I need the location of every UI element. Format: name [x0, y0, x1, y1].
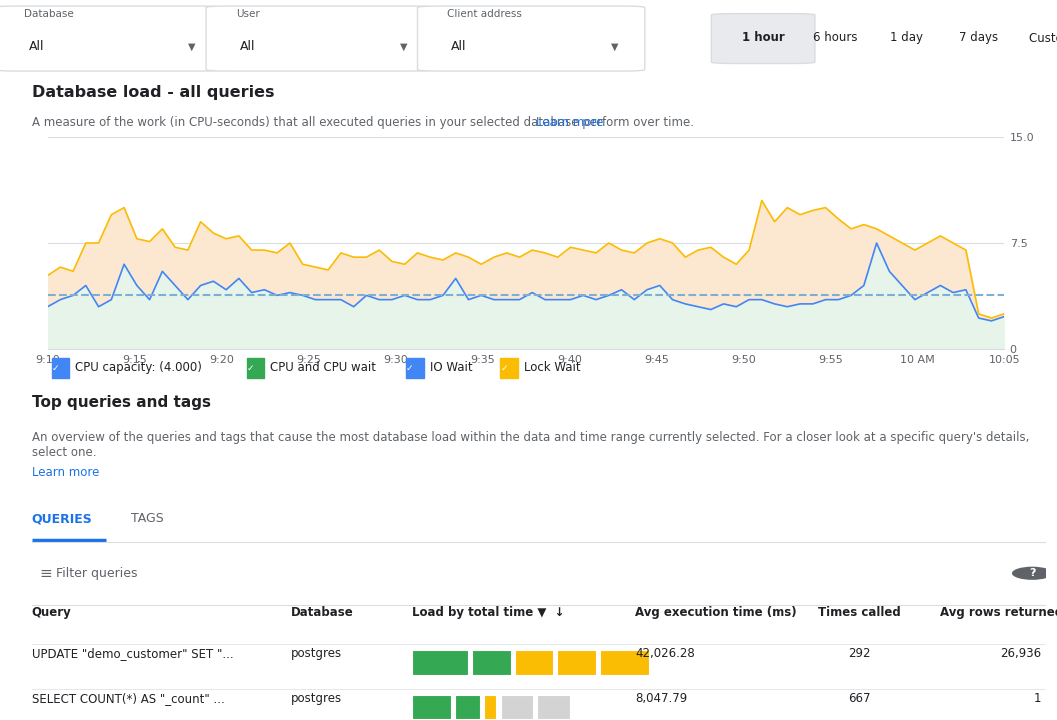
Text: ✓: ✓ — [501, 364, 508, 372]
Text: 7 days: 7 days — [959, 31, 999, 45]
Text: Query: Query — [32, 606, 72, 619]
Text: 8,047.79: 8,047.79 — [635, 692, 688, 705]
FancyBboxPatch shape — [418, 6, 645, 71]
Text: CPU and CPU wait: CPU and CPU wait — [271, 361, 376, 374]
Bar — [472, 650, 511, 675]
Text: Avg execution time (ms): Avg execution time (ms) — [635, 606, 797, 619]
Bar — [501, 695, 533, 719]
Text: QUERIES: QUERIES — [32, 512, 92, 526]
Text: All: All — [240, 40, 256, 53]
Text: Avg rows returned: Avg rows returned — [940, 606, 1057, 619]
Text: ▼: ▼ — [400, 42, 407, 52]
Text: CPU capacity: (4.000): CPU capacity: (4.000) — [75, 361, 202, 374]
Text: Times called: Times called — [818, 606, 901, 619]
Text: Learn more: Learn more — [537, 117, 604, 130]
FancyBboxPatch shape — [500, 359, 518, 377]
Text: Custom ▼: Custom ▼ — [1030, 31, 1057, 45]
Text: 26,936: 26,936 — [1000, 647, 1041, 660]
Text: Database load - all queries: Database load - all queries — [32, 84, 274, 99]
FancyBboxPatch shape — [711, 14, 815, 63]
Text: ▼: ▼ — [611, 42, 618, 52]
Bar — [557, 650, 596, 675]
Text: ≡: ≡ — [40, 566, 53, 581]
Text: ✓: ✓ — [246, 364, 255, 372]
Text: A measure of the work (in CPU-seconds) that all executed queries in your selecte: A measure of the work (in CPU-seconds) t… — [32, 117, 693, 130]
Text: Lock Wait: Lock Wait — [524, 361, 581, 374]
Bar — [455, 695, 480, 719]
Text: 292: 292 — [849, 647, 871, 660]
Text: All: All — [29, 40, 44, 53]
FancyBboxPatch shape — [52, 359, 70, 377]
Bar — [537, 695, 570, 719]
FancyBboxPatch shape — [406, 359, 424, 377]
Text: Load by total time ▼  ↓: Load by total time ▼ ↓ — [412, 606, 564, 619]
Bar — [484, 695, 497, 719]
Text: IO Wait: IO Wait — [429, 361, 472, 374]
Text: An overview of the queries and tags that cause the most database load within the: An overview of the queries and tags that… — [32, 431, 1030, 459]
Text: 1: 1 — [1034, 692, 1041, 705]
FancyBboxPatch shape — [206, 6, 433, 71]
Text: 667: 667 — [849, 692, 871, 705]
FancyBboxPatch shape — [0, 6, 222, 71]
Text: ✓: ✓ — [406, 364, 413, 372]
Text: ?: ? — [1028, 568, 1036, 578]
Text: postgres: postgres — [291, 647, 341, 660]
Text: ✓: ✓ — [52, 364, 59, 372]
Text: SELECT COUNT(*) AS "_count" ...: SELECT COUNT(*) AS "_count" ... — [32, 692, 224, 705]
Text: 42,026.28: 42,026.28 — [635, 647, 696, 660]
Text: Client address: Client address — [447, 9, 522, 19]
Text: 6 hours: 6 hours — [813, 31, 857, 45]
Text: ▼: ▼ — [188, 42, 196, 52]
Bar — [515, 650, 553, 675]
Text: Database: Database — [291, 606, 353, 619]
Text: Database: Database — [24, 9, 74, 19]
Circle shape — [1012, 567, 1053, 580]
Text: Learn more: Learn more — [32, 466, 99, 479]
Text: Filter queries: Filter queries — [56, 567, 137, 580]
Text: UPDATE "demo_customer" SET "...: UPDATE "demo_customer" SET "... — [32, 647, 234, 660]
Text: All: All — [451, 40, 467, 53]
Text: TAGS: TAGS — [131, 512, 164, 526]
Bar — [412, 695, 450, 719]
Text: 1 hour: 1 hour — [742, 31, 784, 45]
Bar — [412, 650, 468, 675]
Text: User: User — [236, 9, 259, 19]
Text: postgres: postgres — [291, 692, 341, 705]
Text: Top queries and tags: Top queries and tags — [32, 395, 210, 410]
Bar — [600, 650, 649, 675]
FancyBboxPatch shape — [246, 359, 264, 377]
Text: 1 day: 1 day — [890, 31, 924, 45]
